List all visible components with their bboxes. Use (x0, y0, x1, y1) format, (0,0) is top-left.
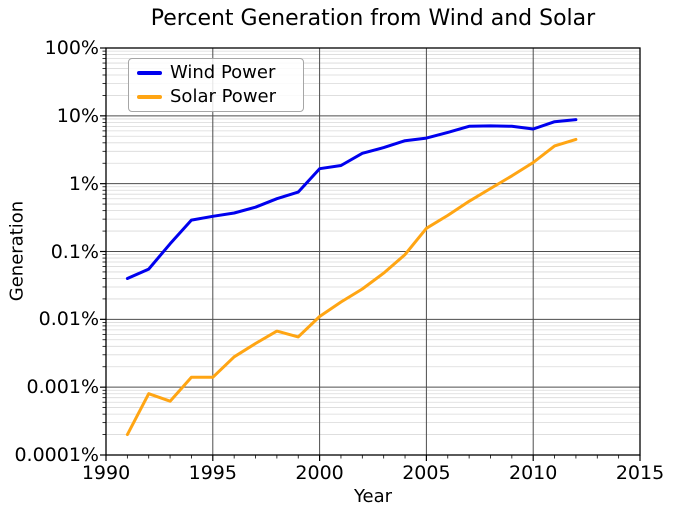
x-tick-label: 2010 (509, 462, 558, 484)
y-tick-label: 0.0001% (14, 444, 99, 466)
x-tick-label: 2015 (615, 462, 665, 484)
x-tick-label: 1990 (81, 462, 131, 484)
legend-item-wind: Wind Power (137, 61, 295, 85)
y-tick-label: 1% (68, 172, 99, 195)
x-tick-label: 1995 (188, 462, 237, 484)
x-tick-label: 2005 (402, 462, 451, 484)
series-line-solar-power (125, 137, 578, 437)
y-tick-label: 0.1% (50, 240, 99, 263)
x-tick-label: 2000 (295, 462, 344, 484)
legend-label-wind: Wind Power (170, 62, 276, 83)
legend-item-solar: Solar Power (137, 85, 295, 109)
y-tick-label: 0.01% (38, 308, 99, 331)
x-axis-label: Year (353, 486, 393, 507)
chart-title: Percent Generation from Wind and Solar (150, 6, 596, 31)
legend-label-solar: Solar Power (170, 86, 277, 107)
legend-swatch-solar-icon (137, 95, 162, 99)
y-axis-label: Generation (6, 200, 28, 302)
series-line-wind-power (125, 118, 578, 280)
legend-swatch-wind-icon (137, 71, 162, 75)
y-tick-label: 0.001% (26, 376, 99, 399)
y-tick-label: 10% (56, 104, 99, 127)
legend: Wind Power Solar Power (128, 58, 304, 112)
y-tick-label: 100% (44, 37, 99, 59)
